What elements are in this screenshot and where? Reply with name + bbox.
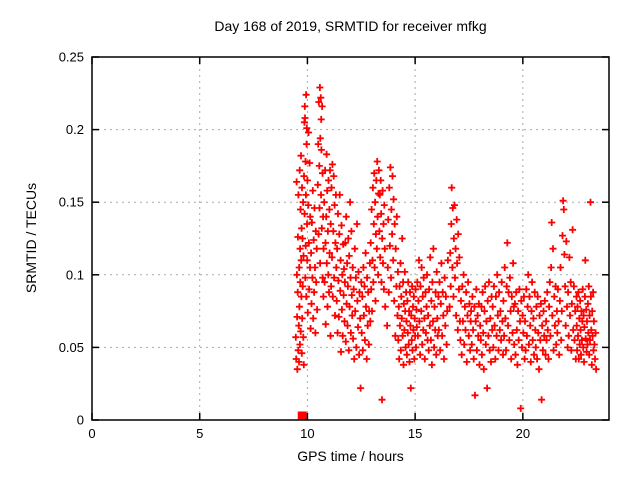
y-tick-label: 0.05 [59,340,84,355]
chart-title: Day 168 of 2019, SRMTID for receiver mfk… [214,18,487,34]
data-points-plus [292,84,600,412]
y-tick-label: 0.25 [59,50,84,65]
y-tick-label: 0.15 [59,195,84,210]
y-axis-label: SRMTID / TECUs [23,182,39,294]
x-tick-label: 0 [88,426,95,441]
zero-marker-square [297,411,307,421]
y-tick-label: 0.1 [66,267,84,282]
x-tick-label: 20 [516,426,530,441]
x-tick-label: 15 [408,426,422,441]
y-tick-label: 0 [77,413,84,428]
x-tick-label: 10 [300,426,314,441]
y-tick-label: 0.2 [66,122,84,137]
x-axis-label: GPS time / hours [297,448,404,464]
plot-border [91,56,610,421]
x-tick-label: 5 [196,426,203,441]
